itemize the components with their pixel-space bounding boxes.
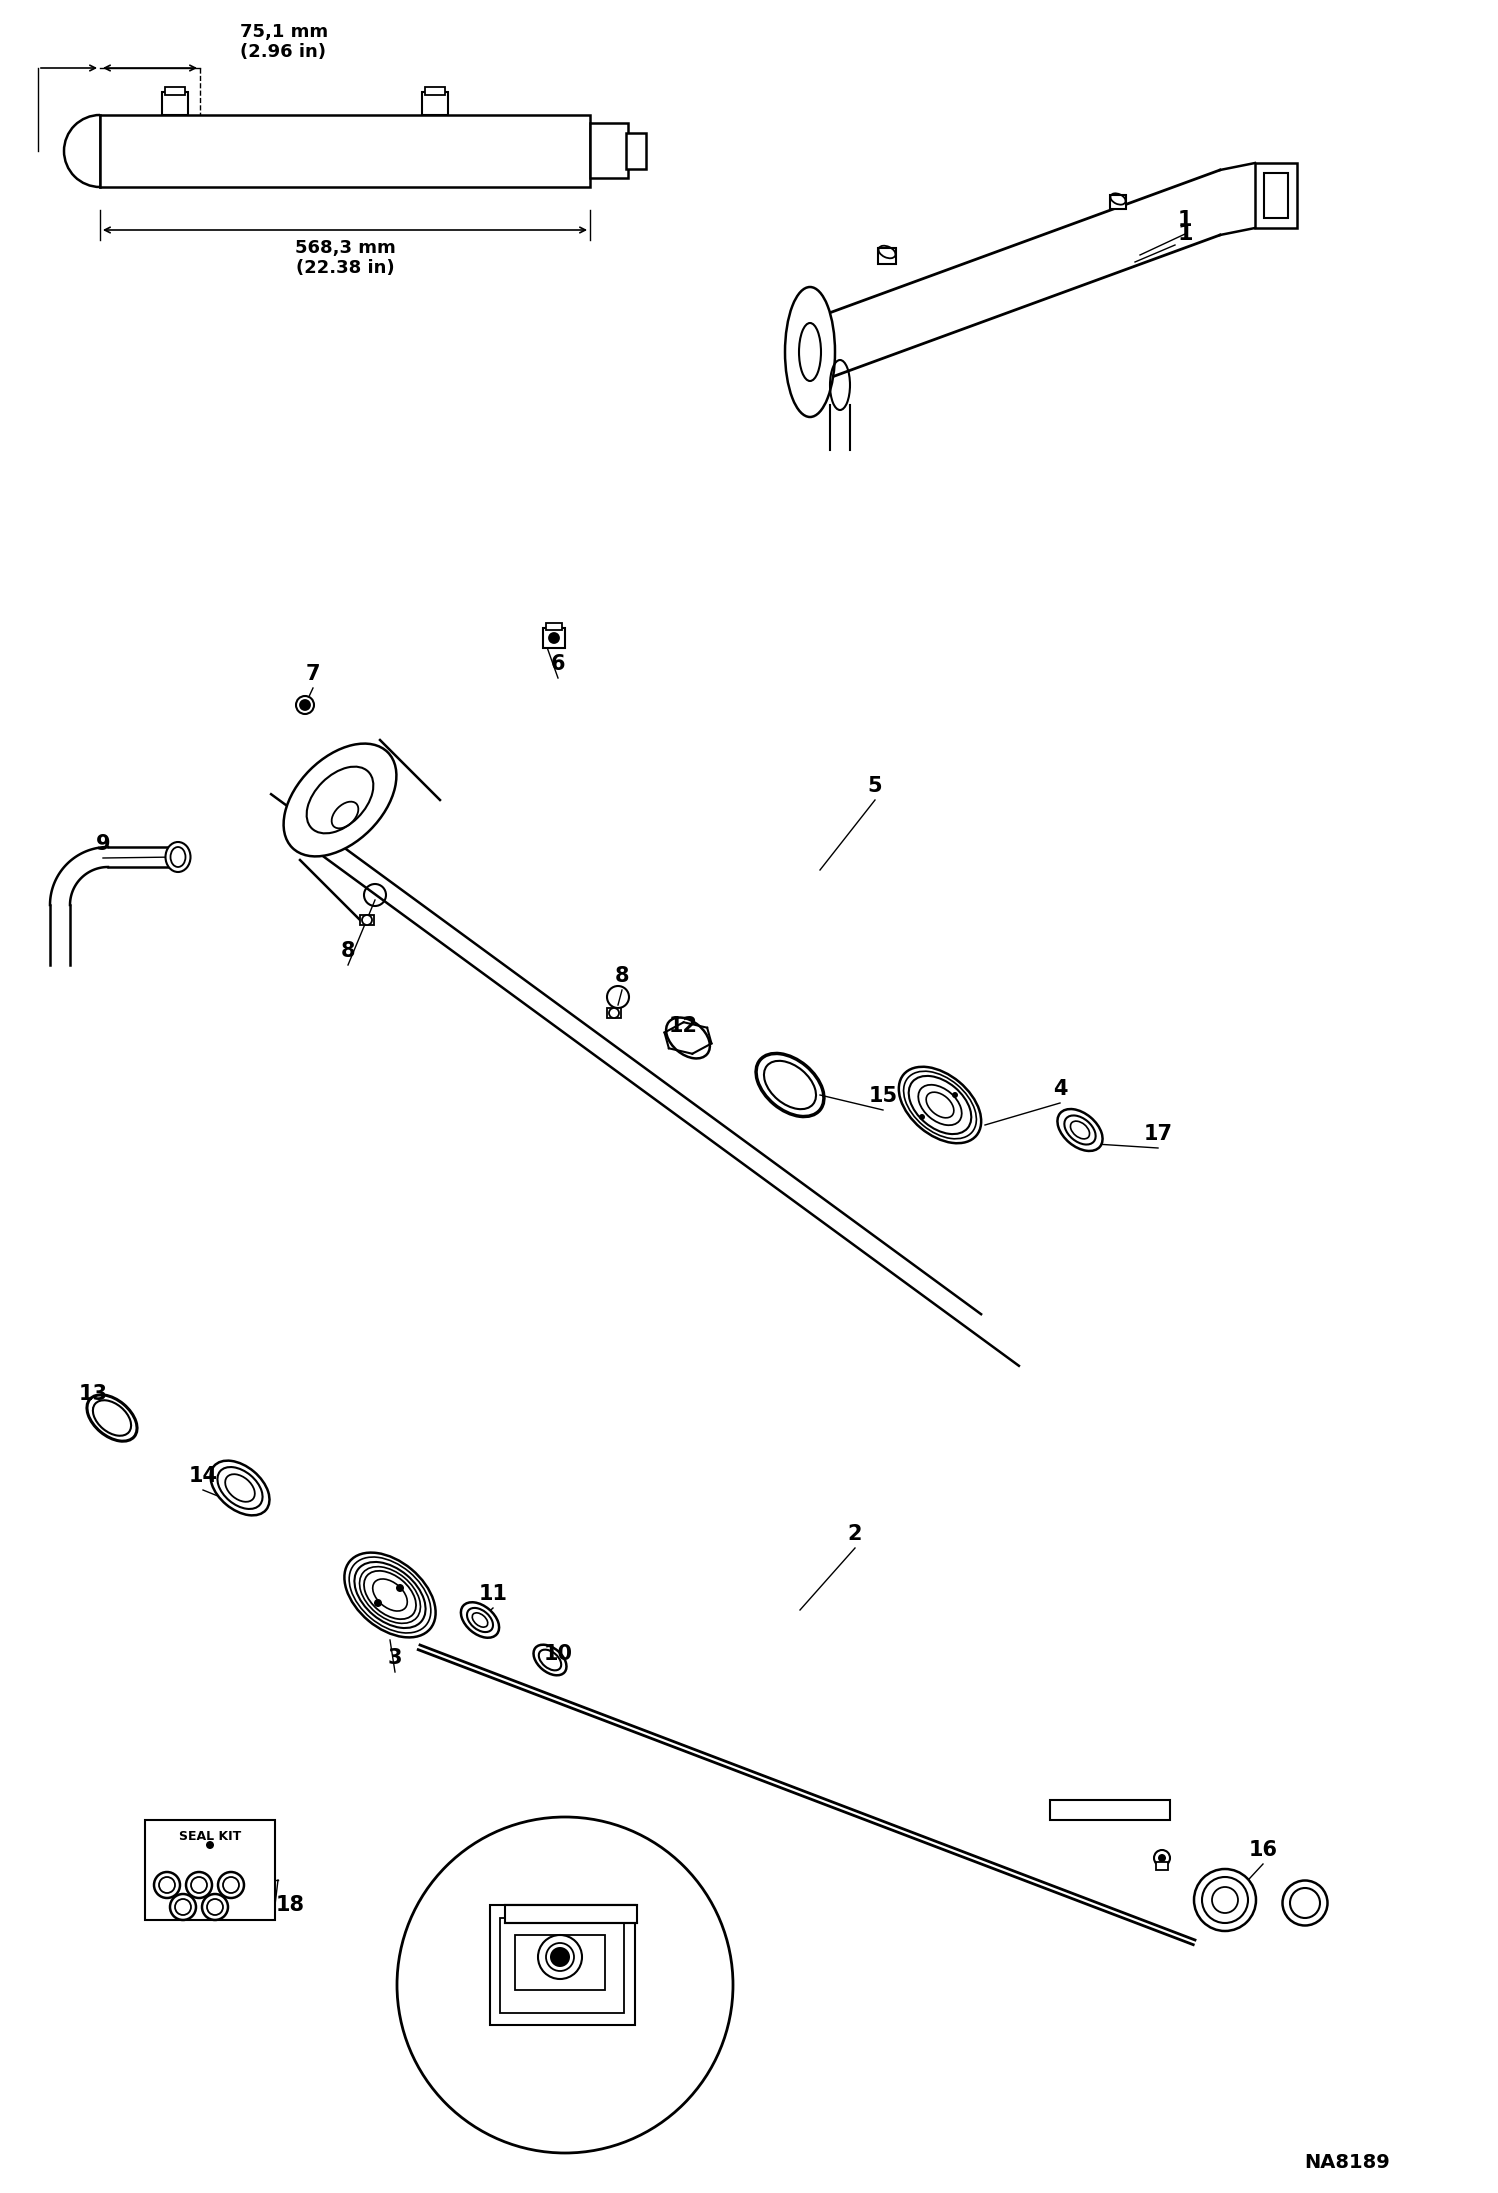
Bar xyxy=(360,914,374,925)
Text: 16: 16 xyxy=(1248,1840,1278,1860)
Bar xyxy=(162,92,189,114)
Circle shape xyxy=(548,634,559,643)
Bar xyxy=(165,88,184,94)
Text: 8: 8 xyxy=(614,965,629,987)
Text: 12: 12 xyxy=(668,1015,698,1035)
Text: 5: 5 xyxy=(867,776,882,796)
Text: 7: 7 xyxy=(306,664,321,684)
Ellipse shape xyxy=(1194,1868,1255,1932)
Text: 568,3 mm
(22.38 in): 568,3 mm (22.38 in) xyxy=(295,239,395,276)
Circle shape xyxy=(159,1877,175,1893)
Ellipse shape xyxy=(93,1401,132,1436)
Text: 3: 3 xyxy=(388,1647,403,1669)
Circle shape xyxy=(1158,1853,1165,1862)
Bar xyxy=(1255,162,1297,228)
Bar xyxy=(1050,1800,1170,1820)
Ellipse shape xyxy=(899,1066,981,1143)
Bar xyxy=(626,134,646,169)
Bar xyxy=(100,114,590,186)
Bar xyxy=(878,248,896,263)
Ellipse shape xyxy=(345,1553,436,1638)
Text: 11: 11 xyxy=(478,1583,508,1603)
Bar xyxy=(1110,195,1126,208)
Circle shape xyxy=(538,1934,583,1978)
Text: 17: 17 xyxy=(1143,1125,1173,1145)
Bar xyxy=(145,1820,276,1921)
Text: 9: 9 xyxy=(96,833,111,853)
Bar xyxy=(505,1906,637,1923)
Ellipse shape xyxy=(307,768,373,833)
Text: 8: 8 xyxy=(340,941,355,961)
Text: SEAL KIT: SEAL KIT xyxy=(178,1829,241,1842)
Circle shape xyxy=(192,1877,207,1893)
Text: 2: 2 xyxy=(848,1524,863,1544)
Ellipse shape xyxy=(539,1649,562,1671)
Bar xyxy=(1156,1862,1168,1871)
Ellipse shape xyxy=(1058,1110,1103,1151)
Bar xyxy=(422,92,448,114)
Bar xyxy=(515,1934,605,1989)
Ellipse shape xyxy=(798,322,821,382)
Bar xyxy=(1264,173,1288,217)
Ellipse shape xyxy=(785,287,834,417)
Text: 15: 15 xyxy=(869,1086,897,1105)
Circle shape xyxy=(374,1599,382,1607)
Bar xyxy=(607,1009,622,1018)
Ellipse shape xyxy=(764,1061,816,1110)
Text: 4: 4 xyxy=(1053,1079,1067,1099)
Circle shape xyxy=(918,1114,924,1121)
Text: 75,1 mm
(2.96 in): 75,1 mm (2.96 in) xyxy=(240,22,328,61)
Text: 1: 1 xyxy=(1177,211,1192,230)
Ellipse shape xyxy=(667,1018,710,1059)
Circle shape xyxy=(207,1840,214,1849)
Circle shape xyxy=(395,1583,404,1592)
Bar xyxy=(545,623,562,629)
Text: 10: 10 xyxy=(544,1645,572,1664)
Circle shape xyxy=(397,1818,733,2154)
Text: 13: 13 xyxy=(78,1384,108,1404)
Ellipse shape xyxy=(1282,1882,1327,1925)
Text: 18: 18 xyxy=(276,1895,304,1914)
Bar xyxy=(500,1919,625,2013)
Ellipse shape xyxy=(211,1461,270,1515)
Circle shape xyxy=(953,1092,959,1099)
Bar xyxy=(490,1906,635,2024)
Circle shape xyxy=(300,700,310,711)
Circle shape xyxy=(223,1877,240,1893)
Ellipse shape xyxy=(283,743,397,857)
Circle shape xyxy=(610,1009,619,1018)
Bar xyxy=(590,123,628,178)
Text: 14: 14 xyxy=(189,1465,217,1487)
Ellipse shape xyxy=(461,1603,499,1638)
Circle shape xyxy=(363,914,372,925)
Ellipse shape xyxy=(165,842,190,873)
Text: 6: 6 xyxy=(551,654,565,673)
Bar xyxy=(542,627,565,647)
Text: 1: 1 xyxy=(1177,224,1192,243)
Text: NA8189: NA8189 xyxy=(1305,2154,1390,2171)
Circle shape xyxy=(550,1947,571,1967)
Circle shape xyxy=(207,1899,223,1914)
Bar xyxy=(425,88,445,94)
Circle shape xyxy=(175,1899,192,1914)
Circle shape xyxy=(297,695,315,715)
